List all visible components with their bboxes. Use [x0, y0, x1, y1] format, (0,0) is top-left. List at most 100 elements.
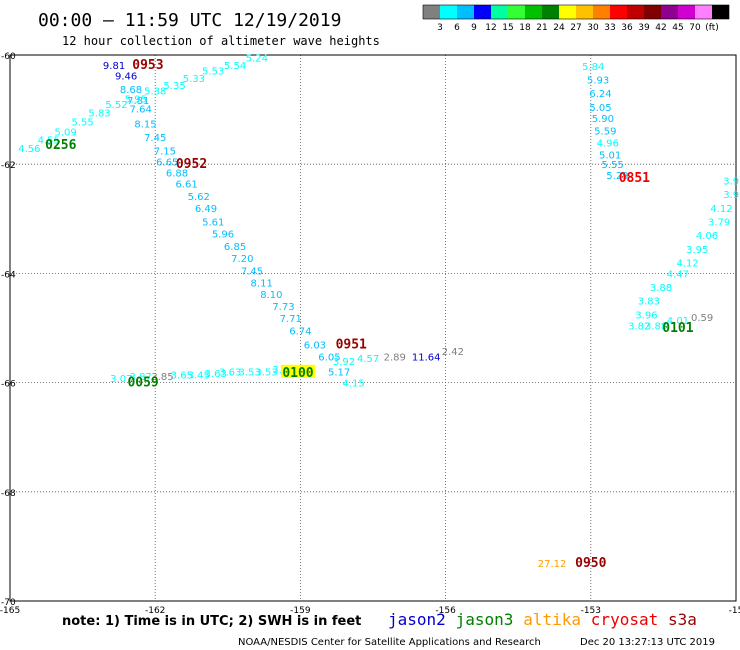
wave-height-value: 3.07: [110, 374, 132, 385]
pass-time-label: 0256: [45, 138, 76, 153]
wave-height-value: 6.05: [318, 352, 340, 363]
legend-swatch: [593, 5, 610, 19]
wave-height-value: 3.87: [130, 372, 152, 383]
wave-height-value: 3.95: [686, 245, 708, 256]
wave-height-value: 5.38: [144, 86, 166, 97]
x-tick-label: -159: [290, 606, 311, 616]
y-tick-label: -64: [1, 270, 16, 280]
legend-swatch: [678, 5, 695, 19]
wave-height-value: 5.33: [183, 74, 205, 85]
wave-height-value: 6.49: [195, 204, 217, 215]
legend-swatch: [627, 5, 644, 19]
x-tick-labels: -165 -162 -159 -156 -153 -15: [0, 606, 740, 616]
wave-height-value: 3.53: [238, 368, 260, 379]
legend-swatch: [491, 5, 508, 19]
wave-height-value: 7.73: [272, 302, 294, 313]
wave-height-value: 2.89: [384, 352, 406, 363]
wave-height-value: 8.68: [120, 85, 142, 96]
legend-label: 45: [672, 23, 683, 33]
pass-time-label: 0951: [336, 337, 367, 352]
wave-height-value: 3.92: [333, 357, 355, 368]
y-tick-label: -60: [1, 52, 16, 62]
legend-swatch: [542, 5, 559, 19]
pass-time-label: 0851: [619, 171, 650, 186]
wave-height-value: 5.96: [212, 230, 234, 241]
legend-label: 21: [536, 23, 547, 33]
wave-height-value: 5.90: [592, 114, 614, 125]
pass-time-label: 0950: [575, 556, 606, 571]
wave-height-value: 3.63: [219, 368, 241, 379]
legend-label: (ft): [705, 23, 719, 33]
wave-height-value: 5.17: [328, 368, 350, 379]
wave-height-value: 27.12: [538, 559, 567, 570]
wave-height-value: 6.85: [224, 242, 246, 253]
wave-height-value: 7.45: [144, 133, 166, 144]
wave-height-value: 2.42: [442, 347, 464, 358]
legend-swatch: [610, 5, 627, 19]
pass-time-labels: 0953 0952 0951 0256 0100 0059 0101 0851 0950: [45, 58, 694, 571]
wave-height-value: 5.24: [246, 54, 268, 65]
wave-height-value: 5.62: [188, 192, 210, 203]
legend-label: 30: [587, 23, 599, 33]
wave-height-value: 5.55: [601, 160, 623, 171]
wave-height-value: 5.01: [599, 150, 621, 161]
y-tick-label: -66: [1, 380, 16, 390]
wave-height-value: 5.53: [202, 66, 224, 77]
legend-label: 3: [437, 23, 443, 33]
legend-label: 24: [553, 23, 565, 33]
legend-swatch: [423, 5, 440, 19]
wave-height-value: 6.61: [176, 179, 198, 190]
legend-swatch: [576, 5, 593, 19]
footer-timestamp: Dec 20 13:27:13 UTC 2019: [580, 637, 715, 648]
legend-frame: [422, 4, 730, 20]
y-tick-label: -68: [1, 489, 16, 499]
wave-height-value: 5.59: [594, 126, 616, 137]
wave-height-value: 7.71: [280, 314, 302, 325]
wave-height-value: 4.15: [343, 379, 365, 390]
legend-swatch: [559, 5, 576, 19]
wave-height-value: 6.24: [589, 89, 611, 100]
x-tick-label: -156: [435, 606, 456, 616]
wave-height-value: 3.85: [151, 372, 173, 383]
wave-height-value: 7.20: [231, 254, 253, 265]
wave-height-value: 5.52: [105, 100, 127, 111]
wave-height-value: 4.12: [676, 258, 698, 269]
wave-height-value: 3.82: [628, 321, 650, 332]
wave-height-value: 3.53: [255, 368, 277, 379]
satellite-name: jason2: [388, 610, 446, 629]
wave-height-value: 6.74: [289, 327, 311, 338]
wave-height-value: 3.9: [723, 190, 739, 201]
y-tick-label: -70: [1, 598, 16, 608]
wave-height-value: 5.61: [202, 218, 224, 229]
satellite-name: cryosat: [591, 610, 658, 629]
legend-label: 9: [471, 23, 477, 33]
wave-height-value: 4.96: [597, 138, 619, 149]
wave-height-value: 4.47: [667, 269, 689, 280]
wave-height-value: 5.55: [71, 118, 93, 129]
legend-label: 6: [454, 23, 460, 33]
pass-label-highlight: [280, 364, 315, 378]
y-tick-labels: -60 -62 -64 -66 -68 -70: [1, 52, 16, 608]
legend-swatch: [440, 5, 457, 19]
wave-height-value: 3.83: [638, 297, 660, 308]
wave-height-value: 4.56: [18, 144, 40, 155]
legend-swatch: [644, 5, 661, 19]
footer-note: note: 1) Time is in UTC; 2) SWH is in fe…: [62, 614, 361, 629]
wave-height-value: 5.54: [224, 61, 246, 72]
legend-label: 27: [570, 23, 581, 33]
pass-time-label: 0952: [176, 157, 207, 172]
wave-height-value: 3.88: [650, 283, 672, 294]
wave-height-value: 9.81: [103, 61, 125, 72]
wave-height-value: 7.15: [154, 147, 176, 158]
wave-height-value: 8.15: [134, 119, 156, 130]
wave-height-value: 4.12: [710, 204, 732, 215]
wave-height-value: 4.55: [38, 136, 60, 147]
wave-height-value: 4.57: [357, 354, 379, 365]
wave-height-value: 3.45: [188, 370, 210, 381]
wave-height-value: 3.79: [708, 218, 730, 229]
wave-height-value: 5.35: [163, 81, 185, 92]
wave-height-value: 7.81: [127, 96, 149, 107]
legend-swatch: [661, 5, 678, 19]
legend-label: 39: [638, 23, 650, 33]
wave-height-value: 0.59: [691, 313, 713, 324]
